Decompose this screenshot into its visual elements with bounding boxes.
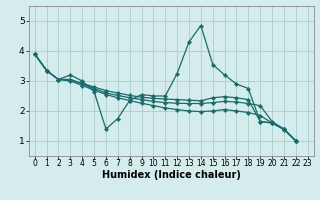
X-axis label: Humidex (Indice chaleur): Humidex (Indice chaleur) (102, 170, 241, 180)
